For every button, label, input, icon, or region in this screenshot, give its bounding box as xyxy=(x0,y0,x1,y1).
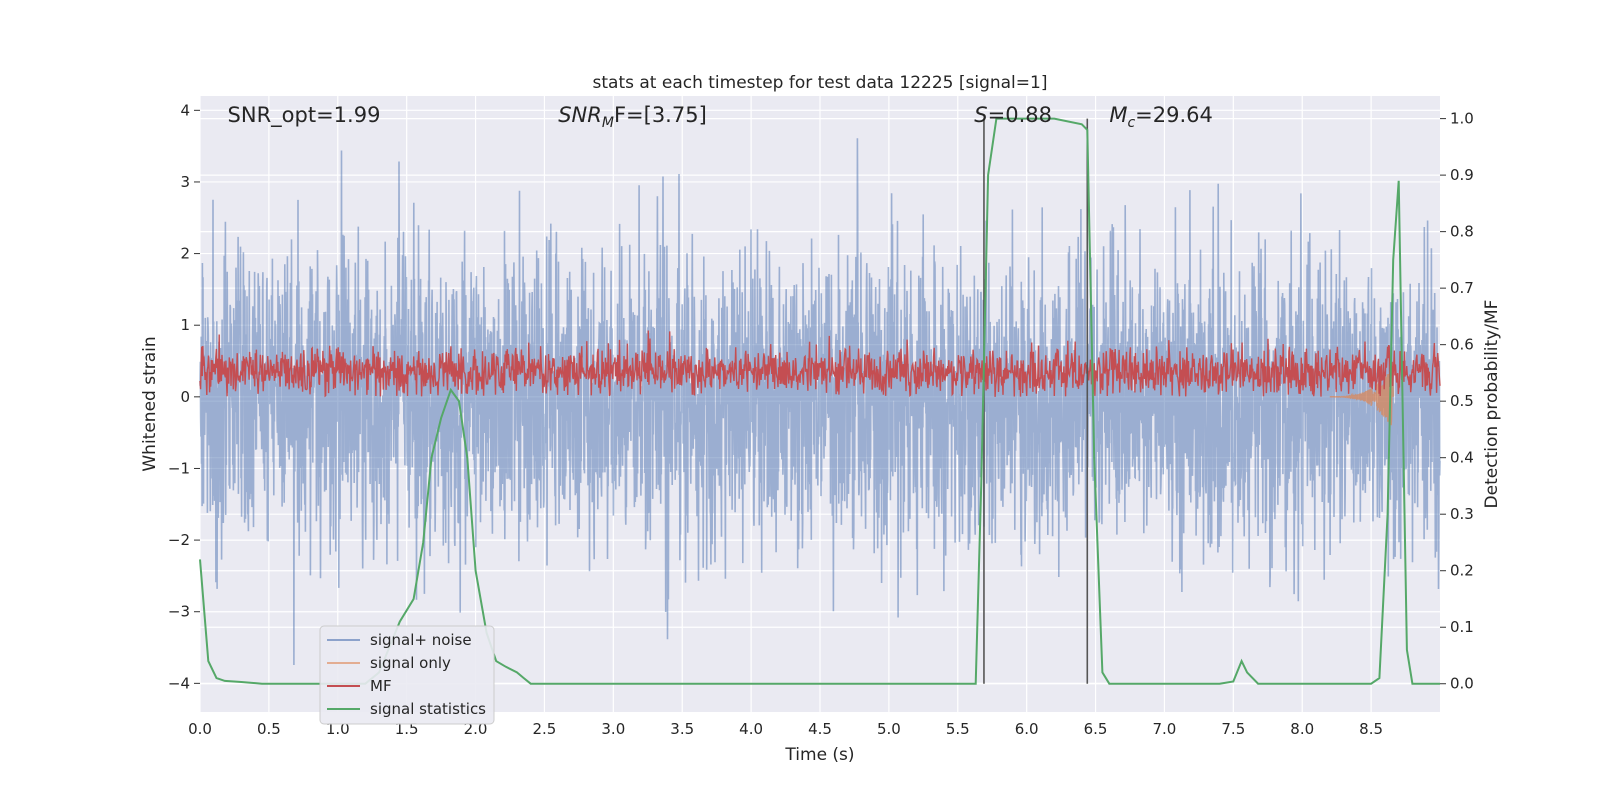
annotation: Mc=29.64 xyxy=(1109,103,1213,131)
y-tick-label: 0 xyxy=(180,388,190,406)
y-tick-label: −2 xyxy=(168,531,190,549)
y-right-tick-label: 0.1 xyxy=(1450,618,1474,636)
y-axis-label-right: Detection probability/MF xyxy=(1482,300,1502,509)
y-right-tick-label: 0.3 xyxy=(1450,505,1474,523)
x-tick-label: 8.5 xyxy=(1359,720,1383,738)
mf-line xyxy=(199,330,1441,398)
series-signal-only xyxy=(1329,366,1394,426)
legend-label-signal-only: signal only xyxy=(370,654,451,672)
annotation: SNRMF=[3.75] xyxy=(558,103,707,131)
x-axis-label: Time (s) xyxy=(784,745,854,765)
y-right-tick-label: 0.2 xyxy=(1450,562,1474,580)
y-right-tick-label: 0.9 xyxy=(1450,166,1474,184)
x-tick-label: 3.0 xyxy=(601,720,625,738)
y-ticks-left: 4 3 2 1 0 −1 −2 −3 −4 xyxy=(168,101,200,692)
x-tick-label: 3.5 xyxy=(670,720,694,738)
y-tick-label: 1 xyxy=(180,316,190,334)
y-tick-label: −3 xyxy=(168,603,190,621)
y-right-tick-label: 0.8 xyxy=(1450,223,1474,241)
y-tick-label: 3 xyxy=(180,173,190,191)
x-tick-label: 0.5 xyxy=(257,720,281,738)
y-tick-label: 4 xyxy=(180,101,190,119)
legend-label-signal-statistics: signal statistics xyxy=(370,700,486,718)
legend: signal+ noise signal only MF signal stat… xyxy=(319,625,495,725)
annotation: SNR_opt=1.99 xyxy=(228,103,381,128)
y-right-tick-label: 0.5 xyxy=(1450,392,1474,410)
legend-label-mf: MF xyxy=(370,677,392,695)
signal-only-line xyxy=(1329,366,1394,426)
chart-title: stats at each timestep for test data 122… xyxy=(593,73,1048,93)
series-mf xyxy=(199,330,1441,398)
y-right-tick-label: 0.4 xyxy=(1450,449,1474,467)
legend-label-signal-noise: signal+ noise xyxy=(370,631,472,649)
y-ticks-right: 1.0 0.9 0.8 0.7 0.6 0.5 0.4 0.3 0.2 0.1 0.0 xyxy=(1440,110,1474,693)
x-tick-label: 6.0 xyxy=(1015,720,1039,738)
annotations: SNR_opt=1.99 SNRMF=[3.75] S=0.88 Mc=29.64 xyxy=(228,103,1213,131)
y-tick-label: 2 xyxy=(180,245,190,263)
y-right-tick-label: 0.7 xyxy=(1450,279,1474,297)
y-tick-label: −4 xyxy=(168,674,190,692)
y-tick-label: −1 xyxy=(168,459,190,477)
y-axis-label-left: Whitened strain xyxy=(140,336,160,471)
x-tick-label: 6.5 xyxy=(1084,720,1108,738)
x-tick-label: 4.5 xyxy=(808,720,832,738)
x-tick-label: 2.5 xyxy=(533,720,557,738)
x-ticks: 0.0 0.5 1.0 1.5 2.0 2.5 3.0 3.5 4.0 4.5 5.0 5.5 6.0 6… xyxy=(188,720,1383,738)
annotation: S=0.88 xyxy=(974,103,1052,127)
y-right-tick-label: 1.0 xyxy=(1450,110,1474,128)
x-tick-label: 0.0 xyxy=(188,720,212,738)
legend-box xyxy=(319,625,495,725)
y-right-tick-label: 0.6 xyxy=(1450,336,1474,354)
x-tick-label: 8.0 xyxy=(1290,720,1314,738)
x-tick-label: 5.5 xyxy=(946,720,970,738)
x-tick-label: 5.0 xyxy=(877,720,901,738)
x-tick-label: 7.5 xyxy=(1221,720,1245,738)
x-tick-label: 4.0 xyxy=(739,720,763,738)
x-tick-label: 7.0 xyxy=(1153,720,1177,738)
y-right-tick-label: 0.0 xyxy=(1450,675,1474,693)
